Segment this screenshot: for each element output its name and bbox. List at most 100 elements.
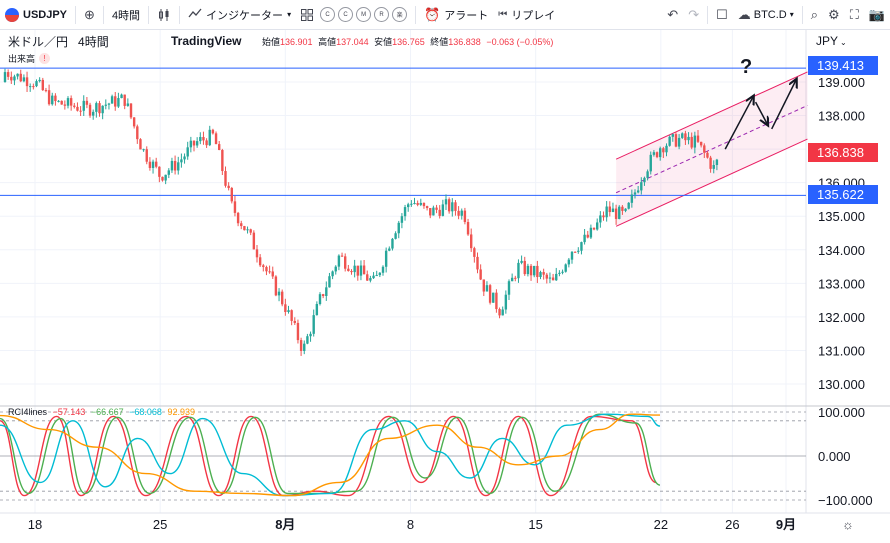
circle-button-r[interactable]: R	[374, 7, 390, 22]
forecast-arrow[interactable]	[754, 101, 769, 125]
candle-body	[589, 227, 593, 238]
candle-body	[180, 159, 183, 163]
candle-body	[44, 90, 48, 92]
candle	[573, 251, 577, 253]
symbol-search-button[interactable]: USDJPY	[0, 0, 72, 30]
forecast-arrows[interactable]	[724, 79, 797, 150]
candle	[602, 211, 605, 221]
replay-button[interactable]: ⏮ リプレイ	[493, 0, 560, 30]
candle	[88, 102, 92, 118]
candle	[240, 220, 243, 230]
forecast-arrow[interactable]	[724, 95, 754, 150]
close-value: 136.838	[448, 37, 481, 47]
candle-body	[265, 267, 268, 272]
candle	[189, 136, 193, 153]
alert-button[interactable]: ⏰ アラート	[419, 0, 493, 30]
candle	[306, 333, 309, 345]
indicators-label: インジケーター	[206, 9, 284, 22]
currency-selector[interactable]: JPY ⌄	[816, 34, 847, 48]
channel-lower[interactable]	[615, 138, 808, 227]
circle-button-m[interactable]: M	[356, 7, 372, 22]
candle-body	[73, 105, 76, 107]
candle-body	[403, 207, 407, 217]
candle	[529, 263, 533, 281]
candle	[205, 138, 208, 148]
candle	[98, 100, 101, 117]
cloud-icon: ☁	[737, 6, 751, 22]
warning-icon[interactable]: !	[39, 53, 51, 64]
undo-icon[interactable]: ↶	[667, 6, 679, 22]
candle-body	[548, 277, 552, 279]
interval-button[interactable]: 4時間	[111, 9, 141, 22]
candle	[334, 265, 337, 275]
symbol-title[interactable]: 米ドル／円	[8, 35, 69, 49]
candle	[312, 309, 315, 337]
candle	[76, 102, 79, 112]
candle	[444, 194, 448, 211]
camera-icon[interactable]: 📷	[868, 6, 885, 22]
question-mark-annotation[interactable]: ?	[740, 56, 752, 78]
candle	[381, 265, 385, 276]
candle	[441, 199, 445, 217]
horizontal-lines[interactable]	[0, 67, 806, 196]
indicators-button[interactable]: インジケーター ▾	[183, 0, 296, 30]
candle-body	[290, 310, 293, 321]
divider	[102, 5, 104, 24]
candlestick-type-icon[interactable]	[152, 0, 176, 30]
candle-body	[425, 206, 429, 209]
candle	[41, 77, 44, 91]
circle-button-c2[interactable]: C	[338, 7, 354, 22]
rci-legend: RCI4lines −57.143 −66.667 −68.068 92.939	[8, 407, 195, 417]
divider	[801, 5, 803, 24]
candle-body	[101, 105, 104, 114]
redo-icon[interactable]: ↷	[688, 6, 700, 22]
candle	[255, 244, 259, 263]
time-axis[interactable]: 18 25 8月 8 15 22 26 9月	[28, 517, 796, 532]
candle	[277, 288, 281, 302]
channel-upper[interactable]	[615, 71, 808, 160]
candle-body	[624, 208, 627, 211]
gear-icon[interactable]: ⚙	[828, 6, 840, 22]
chart-canvas[interactable]: ? 139.000138.000137.000136.000135.000134…	[0, 30, 890, 543]
candle	[211, 128, 215, 135]
candlestick-series[interactable]	[3, 68, 719, 356]
candle-body	[13, 76, 16, 81]
candle-body	[577, 250, 580, 252]
layout-name-button[interactable]: ☁ BTC.D ▾	[733, 0, 799, 30]
price-tick-label: 132.000	[818, 310, 865, 325]
candle-body	[611, 208, 615, 213]
candle	[158, 166, 161, 183]
volume-label[interactable]: 出来高	[8, 54, 36, 64]
fullscreen-icon[interactable]: ⛶	[849, 6, 859, 22]
candle-body	[712, 165, 715, 169]
circle-button-raku[interactable]: 楽	[392, 7, 408, 22]
candle	[224, 166, 227, 188]
candle	[177, 156, 180, 175]
circle-button-c1[interactable]: C	[320, 7, 336, 22]
templates-grid-icon[interactable]	[296, 0, 318, 30]
candle-body	[457, 210, 460, 216]
candle-body	[19, 73, 22, 82]
candle	[202, 131, 205, 145]
candle-body	[621, 206, 624, 211]
candle	[384, 247, 388, 273]
rci-axis[interactable]: 100.000 0.000 −100.000	[818, 405, 873, 508]
layout-square-icon[interactable]: ☐	[716, 6, 728, 22]
parallel-channel[interactable]	[615, 71, 808, 227]
rci-series[interactable]	[0, 411, 806, 501]
time-tick-label: 18	[28, 517, 42, 532]
forecast-arrow[interactable]	[771, 79, 797, 130]
candle	[331, 270, 334, 280]
price-axis[interactable]: 139.000138.000137.000136.000135.000134.0…	[818, 75, 865, 392]
time-axis-settings-icon[interactable]: ☼	[842, 517, 854, 532]
candle-body	[652, 152, 656, 155]
rci-legend-name[interactable]: RCI4lines	[8, 407, 48, 417]
candle	[699, 141, 703, 148]
search-icon[interactable]: ⌕	[810, 6, 819, 22]
candle	[665, 143, 668, 157]
candle	[265, 265, 268, 276]
compare-plus-icon[interactable]: ⊕	[84, 6, 95, 22]
candle	[303, 340, 306, 355]
candle	[640, 177, 643, 195]
candle	[73, 102, 76, 109]
